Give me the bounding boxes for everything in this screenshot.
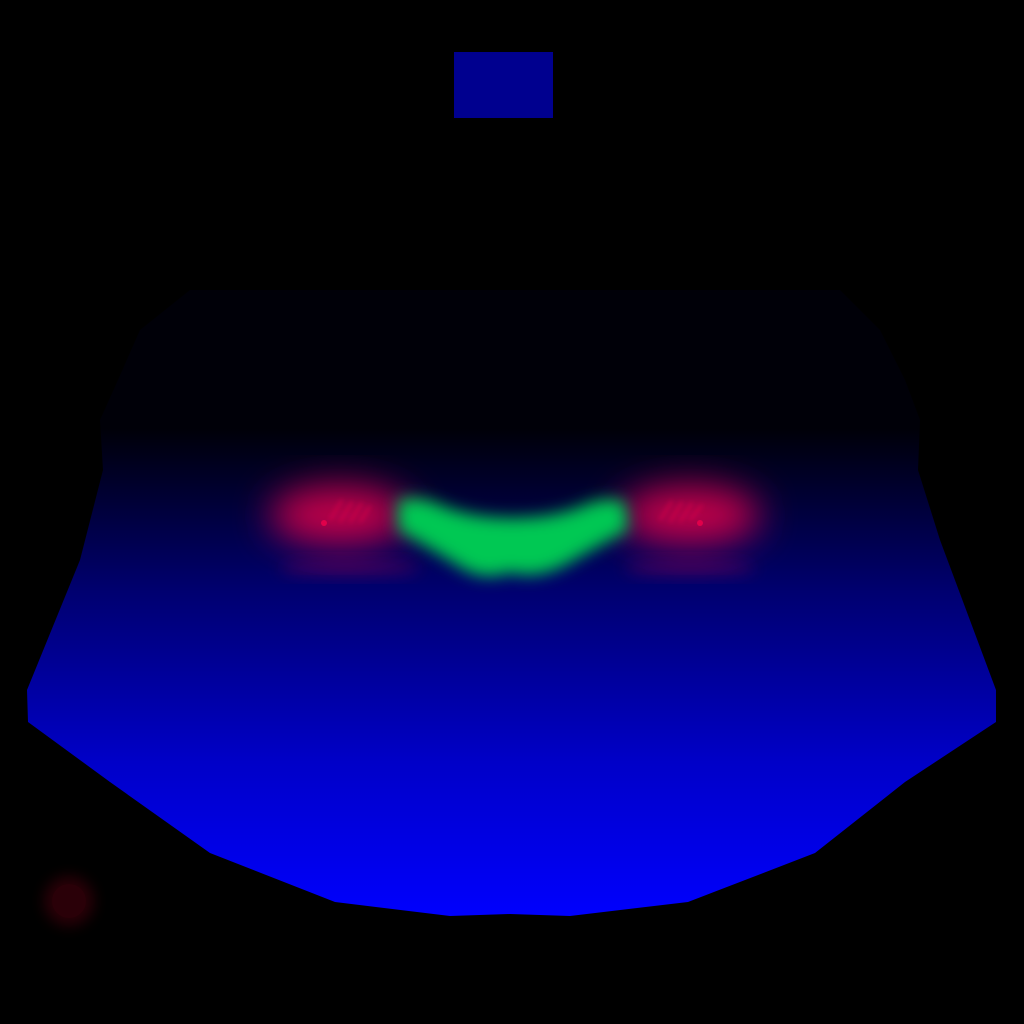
right-hatch-marks [659, 500, 703, 523]
left-side-structure [270, 485, 410, 545]
left-hatch-marks [329, 499, 371, 523]
indicator-box [454, 52, 553, 118]
right-point-marker [697, 520, 703, 526]
scan-field [27, 290, 996, 916]
left-lower-streak [280, 560, 420, 576]
center-structure [398, 498, 628, 577]
left-point-marker [321, 520, 327, 526]
right-lower-streak [625, 560, 755, 576]
right-side-structure [620, 485, 760, 545]
corner-marker [52, 884, 86, 918]
